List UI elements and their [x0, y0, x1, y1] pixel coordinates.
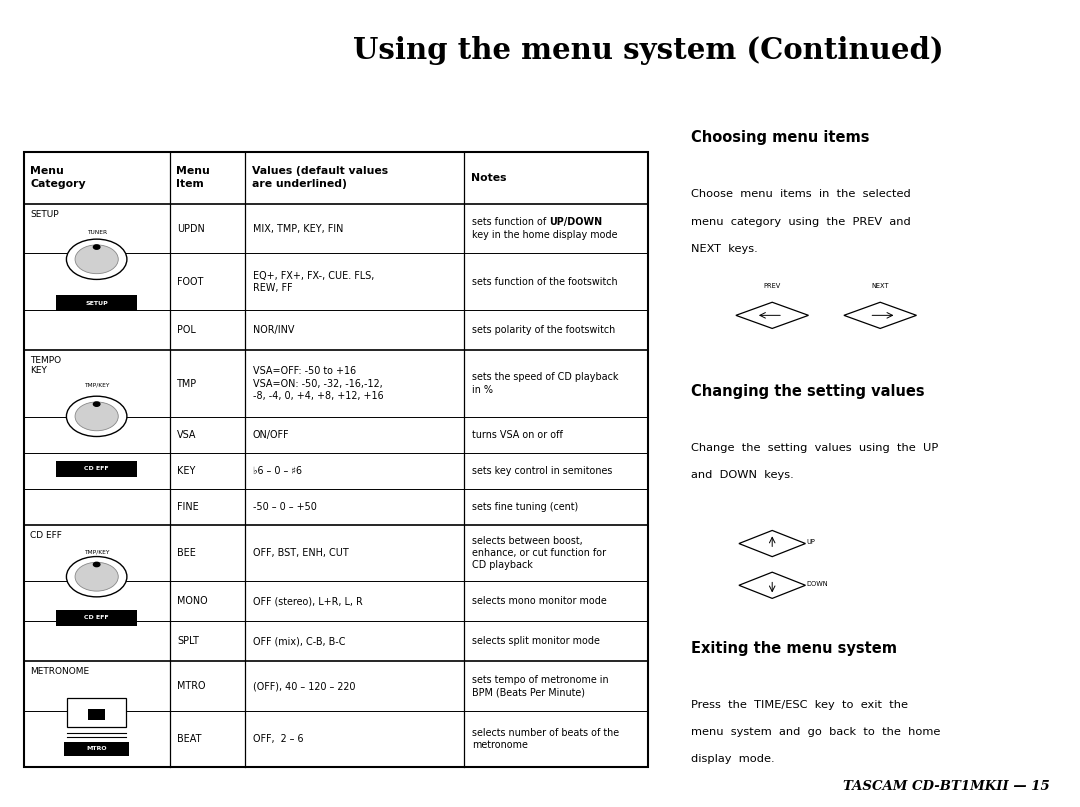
Text: VSA: VSA: [177, 430, 197, 441]
Text: selects mono monitor mode: selects mono monitor mode: [472, 596, 607, 606]
Bar: [87, 709, 105, 720]
Bar: [67, 698, 126, 727]
Text: KEY: KEY: [177, 466, 195, 476]
Text: METRONOME: METRONOME: [30, 667, 90, 676]
Text: selects split monitor mode: selects split monitor mode: [472, 636, 599, 646]
Text: turns VSA on or off: turns VSA on or off: [472, 430, 563, 441]
Circle shape: [94, 245, 99, 249]
Text: sets tempo of metronome in: sets tempo of metronome in: [472, 675, 609, 685]
Text: EQ+, FX+, FX-, CUE. FLS,: EQ+, FX+, FX-, CUE. FLS,: [253, 270, 374, 281]
Text: TMP: TMP: [177, 378, 198, 389]
Text: CD EFF: CD EFF: [30, 531, 63, 540]
Circle shape: [76, 402, 119, 431]
Text: BEAT: BEAT: [177, 734, 202, 744]
Text: REW, FF: REW, FF: [253, 282, 293, 293]
Text: Using the menu system (Continued): Using the menu system (Continued): [353, 36, 943, 65]
Text: POL: POL: [177, 325, 195, 335]
Text: UPDN: UPDN: [177, 224, 205, 233]
Text: Change  the  setting  values  using  the  UP: Change the setting values using the UP: [691, 443, 939, 453]
Text: sets fine tuning (cent): sets fine tuning (cent): [472, 502, 578, 512]
Text: FOOT: FOOT: [177, 277, 203, 286]
Text: UP: UP: [807, 539, 815, 545]
Text: and  DOWN  keys.: and DOWN keys.: [691, 470, 794, 480]
Circle shape: [66, 396, 127, 437]
Text: MONO: MONO: [177, 596, 207, 606]
Circle shape: [94, 402, 99, 406]
Polygon shape: [739, 530, 806, 557]
Polygon shape: [735, 303, 809, 328]
Text: ON/OFF: ON/OFF: [253, 430, 289, 441]
Text: UP/DOWN: UP/DOWN: [549, 217, 603, 228]
Text: metronome: metronome: [472, 740, 528, 751]
FancyBboxPatch shape: [56, 295, 137, 311]
Text: MIX, TMP, KEY, FIN: MIX, TMP, KEY, FIN: [253, 224, 343, 233]
Text: sets function of the footswitch: sets function of the footswitch: [472, 277, 618, 286]
FancyBboxPatch shape: [56, 610, 137, 625]
Text: CD EFF: CD EFF: [84, 466, 109, 471]
Text: sets polarity of the footswitch: sets polarity of the footswitch: [472, 325, 616, 335]
Text: BPM (Beats Per Minute): BPM (Beats Per Minute): [472, 688, 585, 697]
Text: -8, -4, 0, +4, +8, +12, +16: -8, -4, 0, +4, +8, +12, +16: [253, 391, 383, 401]
Text: menu  system  and  go  back  to  the  home: menu system and go back to the home: [691, 727, 941, 737]
Text: Values (default values
are underlined): Values (default values are underlined): [252, 166, 388, 190]
Polygon shape: [843, 303, 917, 328]
Text: PREV: PREV: [764, 283, 781, 290]
Text: FINE: FINE: [177, 502, 199, 512]
Text: OFF (mix), C-B, B-C: OFF (mix), C-B, B-C: [253, 636, 346, 646]
Text: SETUP: SETUP: [30, 210, 59, 219]
Text: CD playback: CD playback: [472, 560, 532, 571]
Text: Changing the setting values: Changing the setting values: [691, 384, 924, 399]
Text: Press  the  TIME/ESC  key  to  exit  the: Press the TIME/ESC key to exit the: [691, 700, 908, 709]
Text: BEE: BEE: [177, 548, 195, 558]
Text: NEXT: NEXT: [872, 283, 889, 290]
Text: TASCAM CD-BT1MKII — 15: TASCAM CD-BT1MKII — 15: [843, 780, 1050, 793]
Text: NOR/INV: NOR/INV: [253, 325, 294, 335]
Text: VSA=OFF: -50 to +16: VSA=OFF: -50 to +16: [253, 366, 355, 376]
Text: Menu
Category: Menu Category: [30, 166, 86, 190]
Circle shape: [66, 239, 127, 279]
Text: Exiting the menu system: Exiting the menu system: [691, 641, 897, 656]
Text: selects between boost,: selects between boost,: [472, 536, 583, 546]
Text: Menu
Item: Menu Item: [176, 166, 210, 190]
Text: OFF (stereo), L+R, L, R: OFF (stereo), L+R, L, R: [253, 596, 363, 606]
Text: display  mode.: display mode.: [691, 755, 774, 764]
Text: TEMPO
KEY: TEMPO KEY: [30, 356, 62, 375]
Text: CD EFF: CD EFF: [84, 615, 109, 620]
Circle shape: [66, 557, 127, 597]
Text: Notes: Notes: [471, 173, 507, 183]
Text: TUNER: TUNER: [86, 231, 107, 236]
Text: sets function of: sets function of: [472, 217, 550, 228]
Text: TMP/KEY: TMP/KEY: [84, 383, 109, 387]
Text: OFF,  2 – 6: OFF, 2 – 6: [253, 734, 303, 744]
Text: menu  category  using  the  PREV  and: menu category using the PREV and: [691, 217, 910, 227]
Text: SETUP: SETUP: [85, 300, 108, 306]
Circle shape: [94, 562, 99, 567]
Text: sets the speed of CD playback: sets the speed of CD playback: [472, 373, 619, 383]
FancyBboxPatch shape: [56, 461, 137, 477]
FancyBboxPatch shape: [64, 742, 130, 756]
Text: key in the home display mode: key in the home display mode: [472, 230, 618, 240]
Text: MTRO: MTRO: [86, 746, 107, 751]
Text: NEXT  keys.: NEXT keys.: [691, 244, 758, 254]
Text: in %: in %: [472, 385, 492, 395]
Text: (OFF), 40 – 120 – 220: (OFF), 40 – 120 – 220: [253, 681, 355, 691]
Text: MTRO: MTRO: [177, 681, 205, 691]
Text: selects number of beats of the: selects number of beats of the: [472, 728, 619, 738]
Text: VSA=ON: -50, -32, -16,-12,: VSA=ON: -50, -32, -16,-12,: [253, 378, 382, 389]
Text: OFF, BST, ENH, CUT: OFF, BST, ENH, CUT: [253, 548, 349, 558]
Text: ♭6 – 0 – ♯6: ♭6 – 0 – ♯6: [253, 466, 301, 476]
Text: -50 – 0 – +50: -50 – 0 – +50: [253, 502, 316, 512]
Bar: [24, 152, 648, 767]
Circle shape: [76, 245, 119, 274]
Text: DOWN: DOWN: [807, 581, 828, 587]
Text: Choosing menu items: Choosing menu items: [691, 131, 869, 145]
Text: TMP/KEY: TMP/KEY: [84, 550, 109, 554]
Text: SPLT: SPLT: [177, 636, 199, 646]
Text: Choose  menu  items  in  the  selected: Choose menu items in the selected: [691, 190, 910, 199]
Circle shape: [76, 562, 119, 591]
Polygon shape: [739, 572, 806, 598]
Text: enhance, or cut function for: enhance, or cut function for: [472, 548, 606, 558]
Text: sets key control in semitones: sets key control in semitones: [472, 466, 612, 476]
